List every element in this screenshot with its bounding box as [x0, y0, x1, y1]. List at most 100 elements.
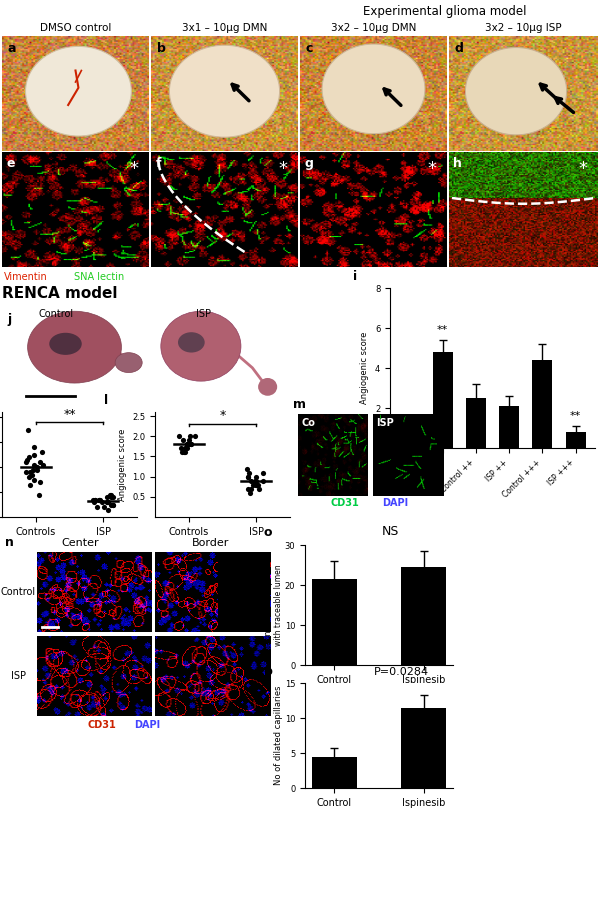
Text: m: m	[293, 398, 306, 411]
Point	[38, 457, 48, 472]
Bar	[532, 360, 553, 448]
Point	[102, 495, 112, 509]
Text: p: p	[263, 665, 272, 677]
Point	[103, 495, 112, 509]
Point	[104, 502, 113, 517]
Text: Control: Control	[38, 309, 73, 319]
Text: Experimental glioma model: Experimental glioma model	[363, 5, 527, 18]
Text: SNA lectin: SNA lectin	[74, 271, 124, 281]
Point	[25, 469, 34, 484]
Text: ISP: ISP	[11, 671, 25, 681]
Point	[106, 489, 116, 504]
Point	[178, 445, 187, 459]
Bar	[312, 579, 356, 665]
Point	[90, 492, 100, 507]
Point	[187, 437, 196, 452]
Text: g: g	[304, 157, 313, 170]
Point	[24, 450, 34, 465]
Point	[32, 462, 42, 477]
Text: i: i	[353, 270, 357, 283]
Text: ISP: ISP	[377, 418, 394, 428]
Text: Border: Border	[192, 538, 229, 548]
Point	[187, 437, 196, 452]
Bar	[312, 757, 356, 788]
Point	[35, 475, 44, 489]
Text: n: n	[5, 537, 14, 550]
Text: h: h	[454, 157, 463, 170]
Text: Co: Co	[302, 418, 316, 428]
Ellipse shape	[115, 352, 142, 373]
Point	[106, 488, 116, 502]
Bar	[218, 552, 270, 632]
Point	[29, 440, 39, 455]
Point	[29, 447, 38, 462]
Text: **: **	[570, 411, 581, 421]
Text: *: *	[220, 409, 226, 422]
Bar	[566, 432, 586, 448]
Bar	[400, 424, 419, 448]
Point	[182, 441, 192, 456]
Text: o: o	[263, 526, 272, 539]
Text: DAPI: DAPI	[382, 498, 409, 508]
Point	[243, 481, 253, 496]
Point	[251, 473, 260, 488]
Text: l: l	[104, 394, 108, 407]
Point	[251, 469, 261, 484]
Bar	[433, 352, 452, 448]
Point	[25, 477, 34, 492]
Ellipse shape	[322, 44, 425, 133]
Point	[105, 488, 115, 502]
Point	[103, 495, 113, 509]
Text: **: **	[63, 407, 76, 421]
Point	[103, 489, 112, 504]
Point	[250, 473, 260, 488]
Text: NS: NS	[382, 525, 400, 538]
Y-axis label: Angiogenic score: Angiogenic score	[361, 331, 370, 404]
Point	[184, 437, 194, 452]
Text: j: j	[7, 312, 11, 326]
Point	[179, 445, 189, 459]
Point	[91, 492, 100, 507]
Y-axis label: Angiogenic score: Angiogenic score	[118, 428, 127, 500]
Text: Control: Control	[1, 587, 35, 597]
Ellipse shape	[466, 47, 567, 135]
Ellipse shape	[49, 332, 82, 355]
Point	[185, 433, 194, 447]
Text: *: *	[130, 160, 139, 178]
Text: *: *	[279, 160, 288, 178]
Text: *: *	[428, 160, 437, 178]
Point	[35, 455, 45, 469]
Point	[245, 486, 255, 500]
Point	[27, 467, 37, 482]
Point	[92, 499, 101, 514]
Point	[246, 481, 256, 496]
Ellipse shape	[28, 311, 121, 383]
Point	[259, 466, 268, 480]
Point	[242, 461, 252, 476]
Ellipse shape	[169, 46, 280, 137]
Y-axis label: Total number of capillaries
with traceable lumen: Total number of capillaries with traceab…	[264, 554, 283, 656]
Point	[244, 469, 253, 484]
Text: P=0.0284: P=0.0284	[374, 666, 429, 677]
Point	[22, 455, 31, 469]
Point	[108, 489, 118, 504]
Ellipse shape	[161, 311, 241, 381]
Text: DMSO control: DMSO control	[40, 23, 111, 33]
Point	[246, 473, 256, 488]
Point	[32, 460, 41, 475]
Point	[28, 462, 37, 477]
Point	[185, 429, 194, 444]
Text: b: b	[157, 42, 166, 55]
Bar	[499, 406, 519, 448]
Point	[254, 481, 264, 496]
Point	[94, 492, 104, 507]
Text: 3x1 – 10μg DMN: 3x1 – 10μg DMN	[182, 23, 267, 33]
Text: **: **	[437, 325, 448, 335]
Text: 3x2 – 10μg DMN: 3x2 – 10μg DMN	[331, 23, 416, 33]
Point	[178, 433, 188, 447]
Point	[95, 492, 104, 507]
Point	[251, 477, 261, 492]
Point	[108, 498, 118, 512]
Text: a: a	[8, 42, 16, 55]
Point	[34, 488, 44, 502]
